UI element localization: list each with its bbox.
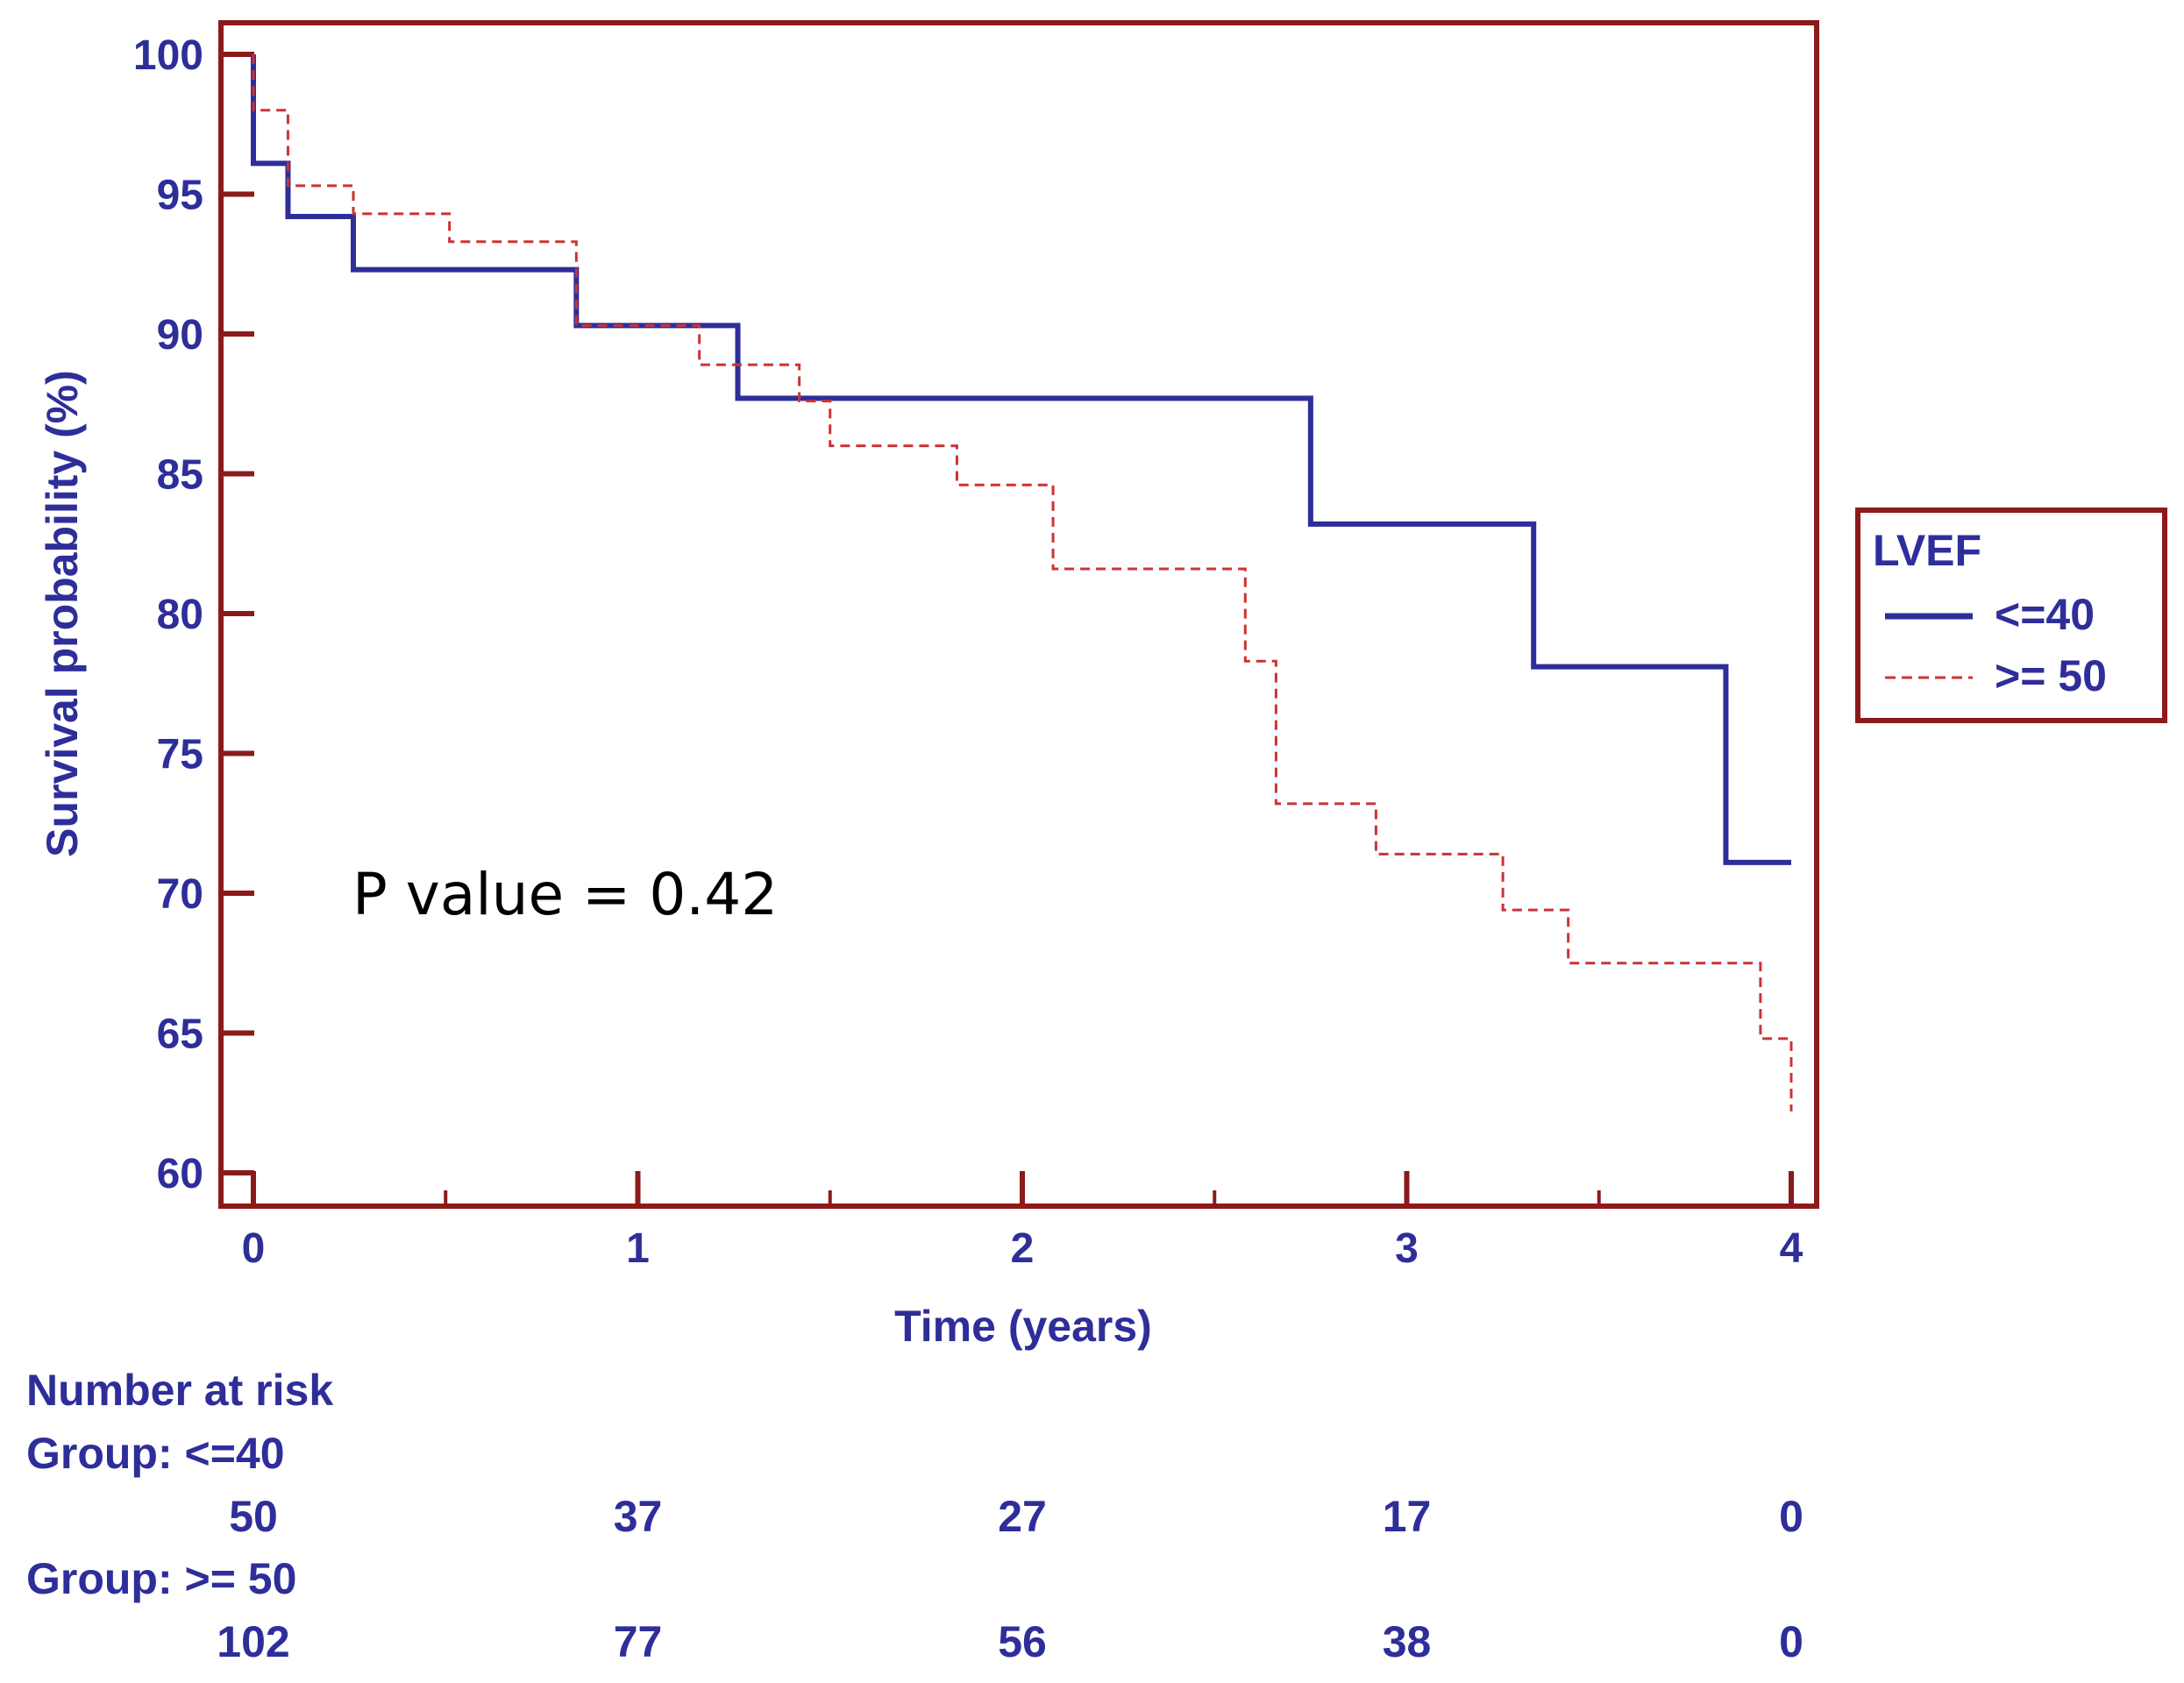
legend: LVEF <=40 >= 50	[1855, 508, 2167, 723]
risk-count: 56	[998, 1617, 1047, 1666]
risk-count: 38	[1383, 1617, 1432, 1666]
risk-table-title: Number at risk	[26, 1366, 333, 1415]
risk-count: 0	[1779, 1492, 1803, 1541]
x-tick-label: 0	[242, 1225, 266, 1272]
x-axis: 0 1 2 3 4	[242, 1171, 1803, 1272]
legend-label-series-1: <=40	[1995, 590, 2095, 639]
series-line-1	[251, 54, 1791, 865]
y-tick-label: 70	[157, 871, 203, 918]
p-value-annotation: P value = 0.42	[352, 861, 778, 928]
risk-count: 37	[614, 1492, 663, 1541]
plot-frame	[218, 20, 1819, 1209]
series-layer	[251, 54, 1793, 1111]
legend-frame	[1855, 508, 2167, 723]
y-tick-label: 85	[157, 452, 203, 499]
risk-count: 50	[229, 1492, 278, 1541]
risk-row: 102 77 56 38 0	[217, 1617, 1803, 1666]
x-tick-label: 4	[1780, 1225, 1803, 1272]
risk-row: 50 37 27 17 0	[229, 1492, 1803, 1541]
risk-count: 0	[1779, 1617, 1803, 1666]
legend-label-series-2: >= 50	[1995, 651, 2107, 700]
y-tick-label: 60	[157, 1151, 203, 1197]
y-tick-label: 90	[157, 312, 203, 359]
risk-table: Number at risk Group: <=40 50 37 27 17 0 Gro…	[26, 1366, 1803, 1666]
risk-group-label: Group: >= 50	[26, 1554, 296, 1603]
y-tick-label: 65	[157, 1012, 203, 1058]
y-tick-label: 75	[157, 732, 203, 778]
y-axis-title: Survival probability (%)	[38, 370, 87, 857]
risk-count: 27	[998, 1492, 1047, 1541]
x-tick-label: 3	[1395, 1225, 1419, 1272]
x-tick-label: 1	[626, 1225, 650, 1272]
x-axis-title: Time (years)	[894, 1302, 1152, 1351]
risk-group-label: Group: <=40	[26, 1429, 285, 1478]
series-line-2	[252, 54, 1793, 1111]
y-axis: 60 65 70 75 80 85 90 95 100	[133, 32, 254, 1197]
risk-count: 17	[1383, 1492, 1432, 1541]
x-tick-label: 2	[1011, 1225, 1035, 1272]
risk-count: 102	[217, 1617, 289, 1666]
y-tick-label: 95	[157, 173, 203, 219]
y-tick-label: 80	[157, 592, 203, 638]
y-tick-label: 100	[133, 32, 203, 79]
risk-count: 77	[614, 1617, 663, 1666]
legend-title: LVEF	[1873, 526, 1981, 575]
